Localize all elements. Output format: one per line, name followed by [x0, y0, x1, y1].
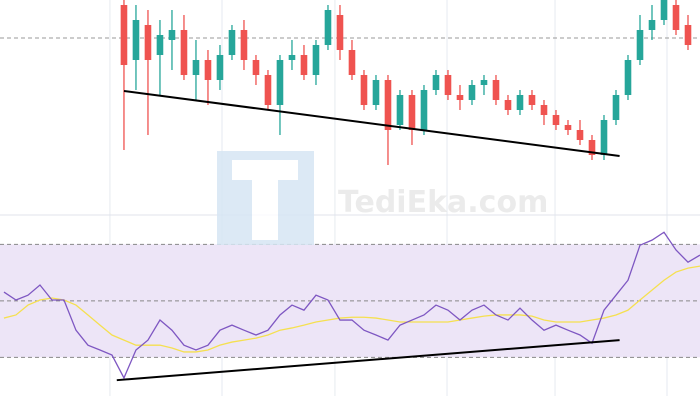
candle-body	[408, 95, 416, 130]
candle-body	[384, 80, 392, 130]
candle-body	[612, 95, 620, 120]
candle-body	[180, 30, 188, 75]
candle-body	[192, 60, 200, 75]
candle-body	[492, 80, 500, 100]
trendline	[123, 90, 620, 157]
candle-body	[348, 50, 356, 75]
logo-letter	[232, 160, 298, 240]
candle-body	[300, 55, 308, 75]
candle-body	[516, 95, 524, 110]
candle-body	[504, 100, 512, 110]
candle-body	[228, 30, 236, 55]
candle-body	[372, 80, 380, 105]
candle-body	[240, 30, 248, 60]
candle-body	[396, 95, 404, 125]
candle-body	[456, 95, 464, 100]
trendline	[116, 339, 620, 382]
candle-body	[360, 75, 368, 105]
candle-body	[444, 75, 452, 95]
candle-body	[624, 60, 632, 95]
candle-body	[468, 85, 476, 100]
candle-body	[420, 90, 428, 130]
candle-body	[552, 115, 560, 125]
candle-body	[324, 10, 332, 45]
candle-body	[576, 130, 584, 140]
candle-body	[672, 5, 680, 30]
candle-body	[168, 30, 176, 40]
series-line	[3, 265, 700, 353]
candle-body	[156, 35, 164, 55]
candle-body	[588, 140, 596, 155]
candle-body	[432, 75, 440, 90]
candle-body	[132, 20, 140, 60]
candle-body	[540, 105, 548, 115]
candle-body	[636, 30, 644, 60]
candle-body	[216, 55, 224, 80]
candle-body	[336, 15, 344, 50]
candle-body	[564, 125, 572, 130]
series-line	[3, 231, 700, 380]
candle-body	[204, 60, 212, 80]
candle-body	[648, 20, 656, 30]
watermark: TediEka.com	[217, 151, 548, 245]
candle-body	[144, 25, 152, 60]
watermark-text: TediEka.com	[338, 185, 548, 220]
candle-body	[600, 120, 608, 155]
candle-body	[288, 55, 296, 60]
candle-body	[684, 25, 692, 45]
candle-body	[660, 0, 668, 20]
candle-body	[252, 60, 260, 75]
candle-body	[528, 95, 536, 105]
candle-body	[312, 45, 320, 75]
candle-body	[480, 80, 488, 85]
candle-body	[276, 60, 284, 105]
candle-body	[264, 75, 272, 105]
candle-body	[120, 5, 128, 65]
